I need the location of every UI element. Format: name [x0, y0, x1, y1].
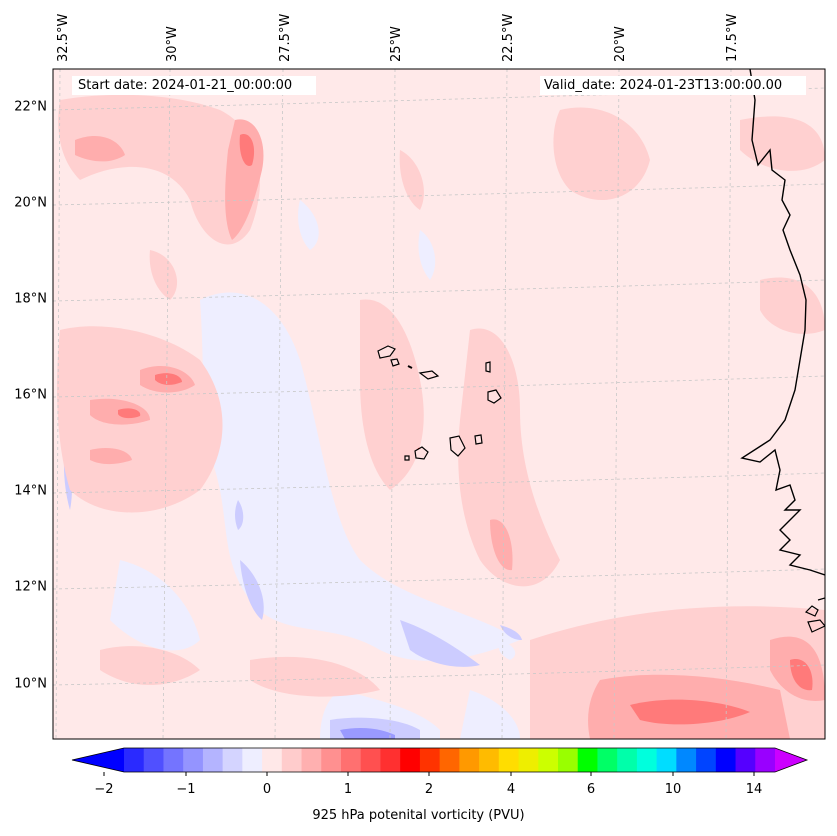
cbar-tick-label: 1 — [344, 782, 352, 797]
colorbar-segment — [656, 748, 677, 772]
lat-label-22n: 22°N — [14, 100, 47, 115]
lat-label-16n: 16°N — [14, 388, 47, 403]
colorbar-segment — [183, 748, 204, 772]
colorbar-segment — [202, 748, 224, 772]
colorbar-segment — [676, 748, 697, 772]
cbar-tick-label: 4 — [507, 782, 515, 797]
valid-date-label: Valid_date: 2024-01-23T13:00:00.00 — [540, 76, 806, 95]
lat-label-10n: 10°N — [14, 677, 47, 692]
lon-label-27-5w: 27.5°W — [278, 14, 293, 62]
cbar-tick-label: 14 — [746, 782, 763, 797]
colorbar-segment — [538, 748, 559, 772]
colorbar-segment — [360, 748, 381, 772]
cbar-tick-label: −2 — [94, 782, 113, 797]
colorbar-segment — [341, 748, 362, 772]
latitude-labels: 22°N 20°N 18°N 16°N 14°N 12°N 10°N — [14, 100, 47, 692]
colorbar-segment — [755, 748, 776, 772]
colorbar-segment — [558, 748, 579, 772]
map-panel — [53, 69, 825, 739]
colorbar-segment — [281, 748, 303, 772]
colorbar-segment — [518, 748, 539, 772]
colorbar-tick-labels: −2 −1 0 1 2 4 6 10 14 — [94, 782, 762, 797]
negative-pv-areas — [63, 200, 522, 739]
lat-label-12n: 12°N — [14, 580, 47, 595]
cbar-tick-label: 0 — [263, 782, 271, 797]
colorbar-segment — [479, 748, 500, 772]
lon-label-22-5w: 22.5°W — [501, 14, 516, 62]
colorbar-segment — [419, 748, 441, 772]
start-date-label: Start date: 2024-01-21_00:00:00 — [72, 76, 316, 95]
lon-label-30w: 30°W — [165, 26, 180, 62]
colorbar-segment — [735, 748, 756, 772]
colorbar-outline — [71, 747, 809, 773]
colorbar-segment — [321, 748, 342, 772]
colorbar-segment — [617, 748, 638, 772]
colorbar-segment — [163, 748, 184, 772]
colorbar-segment — [597, 748, 618, 772]
colorbar-segment — [222, 748, 243, 772]
map-frame — [52, 68, 826, 740]
colorbar — [71, 747, 809, 776]
colorbar-segment — [380, 748, 401, 772]
cape-verde-islands — [377, 345, 502, 461]
lat-label-18n: 18°N — [14, 292, 47, 307]
colorbar-title: 925 hPa potenital vorticity (PVU) — [312, 808, 525, 823]
cbar-tick-label: 6 — [587, 782, 595, 797]
colorbar-segment — [577, 748, 598, 772]
colorbar-segment — [696, 748, 717, 772]
africa-coastline — [740, 69, 825, 576]
lat-label-20n: 20°N — [14, 196, 47, 211]
cbar-tick-label: 2 — [425, 782, 433, 797]
lon-label-20w: 20°W — [613, 26, 628, 62]
longitude-labels: 32.5°W 30°W 27.5°W 25°W 22.5°W 20°W 17.5… — [56, 14, 740, 62]
colorbar-segment — [400, 748, 421, 772]
cbar-tick-label: 10 — [665, 782, 682, 797]
colorbar-segment — [124, 748, 145, 772]
colorbar-segment — [301, 748, 322, 772]
lon-label-32-5w: 32.5°W — [56, 14, 71, 62]
cbar-tick-label: −1 — [176, 782, 195, 797]
lat-label-14n: 14°N — [14, 484, 47, 499]
colorbar-segment — [143, 748, 164, 772]
lon-label-17-5w: 17.5°W — [725, 14, 740, 62]
colorbar-extend-max — [775, 748, 807, 772]
colorbar-segment — [262, 748, 283, 772]
colorbar-segment — [242, 748, 263, 772]
colorbar-extend-min — [72, 748, 124, 772]
lon-label-25w: 25°W — [389, 26, 404, 62]
colorbar-segment — [459, 748, 480, 772]
small-island — [407, 365, 413, 369]
colorbar-segment — [636, 748, 658, 772]
colorbar-segment — [439, 748, 460, 772]
colorbar-segment — [498, 748, 520, 772]
colorbar-segment — [715, 748, 737, 772]
bissagos-coast — [804, 597, 825, 633]
